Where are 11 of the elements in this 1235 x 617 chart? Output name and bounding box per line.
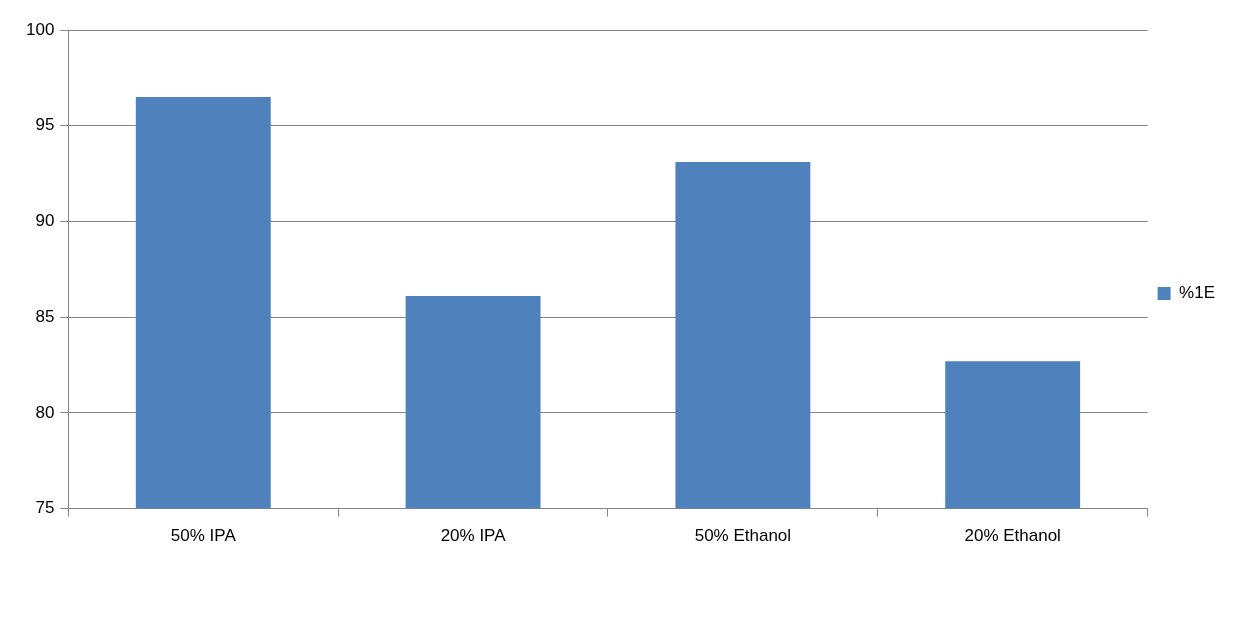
y-tick-label: 80 [35, 402, 55, 422]
y-tick-label: 95 [35, 115, 55, 135]
x-tick-label: 50% Ethanol [694, 526, 792, 546]
legend-label: %1E [1179, 283, 1216, 303]
y-tick-label: 75 [35, 498, 55, 518]
x-tick-label: 20% Ethanol [964, 526, 1061, 546]
y-tick-label: 85 [35, 306, 55, 326]
x-tick-label: 50% IPA [170, 526, 237, 546]
y-tick-label: 90 [35, 211, 55, 231]
y-tick-label: 100 [25, 19, 55, 39]
x-tick-label: 20% IPA [440, 526, 507, 546]
